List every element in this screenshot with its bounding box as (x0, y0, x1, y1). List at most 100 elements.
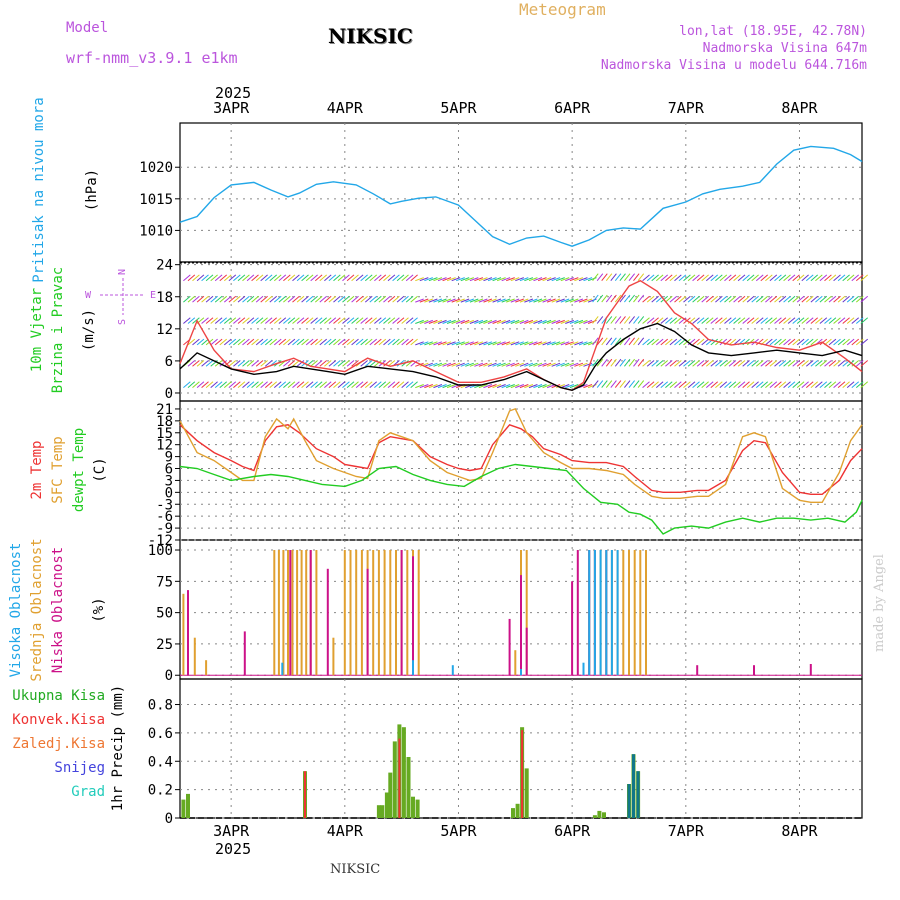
wind-arrow (292, 295, 300, 303)
wind-arrow (578, 341, 588, 346)
wind-arrow (605, 337, 613, 346)
wind-arrow (483, 277, 493, 282)
wind-arrow (401, 295, 409, 303)
wind-arrow (328, 360, 337, 367)
wind-arrow (719, 360, 728, 367)
cloud-bar-mid (628, 550, 630, 676)
wind-arrow (565, 319, 574, 324)
wind-arrow (774, 360, 782, 367)
wind-arrow (510, 319, 520, 324)
wind-arrow (815, 381, 823, 388)
wind-arrow (778, 338, 787, 346)
wind-arrow (660, 360, 669, 367)
wind-arrow (442, 384, 452, 389)
wind-arrow (805, 295, 814, 303)
wind-arrow (624, 380, 631, 388)
wind-arrow (596, 273, 604, 282)
wind-arrow (796, 338, 805, 346)
wind-arrow (592, 337, 599, 346)
cloud-bar-mid (300, 550, 303, 676)
wind-arrow (396, 317, 405, 324)
wind-arrow (278, 295, 287, 303)
cloud-bar-mid (372, 550, 375, 676)
wind-arrow (223, 295, 232, 303)
wind-arrow (456, 319, 465, 324)
wind-arrow (305, 317, 314, 324)
wind-arrow (524, 277, 534, 282)
wind-arrow (328, 381, 337, 388)
wind-arrow (424, 319, 433, 324)
wind-arrow (460, 341, 470, 346)
wind-arrow (755, 360, 764, 367)
wind-arrow (487, 341, 497, 346)
wind-arrow (760, 274, 769, 282)
wind-arrow (223, 317, 232, 324)
wind-arrow (792, 317, 800, 324)
compass-west: W (85, 290, 92, 301)
wind-arrow (419, 362, 429, 367)
wind-arrow (510, 341, 520, 346)
wind-arrow (860, 360, 869, 367)
wind-arrow (655, 381, 664, 388)
wind-arrow (428, 298, 438, 303)
cloud-bar-mid (343, 550, 346, 676)
x-tick-label-bottom: 7APR (668, 822, 705, 840)
precip-bar-convective (521, 730, 524, 818)
wind-arrow (342, 360, 350, 367)
wind-arrow (637, 273, 645, 282)
y-tick-label: 0 (165, 811, 173, 827)
wind-arrow (751, 274, 759, 282)
wind-arrow (415, 384, 424, 389)
wind-arrow (815, 295, 823, 303)
wind-arrow (596, 294, 604, 303)
wind-arrow (246, 360, 255, 367)
wind-arrow (855, 274, 864, 282)
wind-arrow (228, 295, 237, 303)
wind-arrow (837, 295, 846, 303)
wind-arrow (633, 273, 640, 282)
y-tick-label: 15 (156, 426, 173, 442)
wind-arrow (765, 338, 773, 346)
cloud-bar-low (187, 590, 189, 676)
wind-arrow (633, 337, 640, 346)
wind-arrow (692, 381, 700, 388)
wind-arrow (210, 274, 218, 282)
wind-arrow (837, 274, 846, 282)
wind-arrow (496, 362, 506, 367)
wind-arrow (260, 381, 268, 388)
wind-arrow (205, 317, 214, 324)
y-label-high-cloud: Visoka Oblacnost (8, 543, 24, 678)
wind-arrow (364, 295, 373, 303)
wind-arrow (737, 295, 746, 303)
wind-arrow (801, 360, 809, 367)
wind-arrow (515, 298, 524, 303)
wind-arrow (310, 381, 318, 388)
wind-arrow (842, 317, 850, 324)
wind-arrow (460, 319, 470, 324)
wind-arrow (551, 341, 561, 346)
wind-arrow (637, 316, 645, 324)
wind-arrow (478, 298, 488, 303)
x-tick-label-top: 4APR (327, 99, 364, 117)
wind-arrow (610, 294, 617, 303)
wind-arrow (296, 295, 305, 303)
wind-arrow (851, 338, 860, 346)
wind-arrow (651, 338, 659, 346)
precip-bar-total (388, 772, 393, 818)
wind-arrow (569, 384, 579, 389)
wind-arrow (424, 298, 433, 303)
wind-arrow (819, 360, 828, 367)
cloud-bar-mid (395, 550, 397, 676)
wind-arrow (383, 338, 391, 346)
cloud-bar-mid (525, 550, 528, 676)
wind-arrow (246, 295, 255, 303)
wind-mean-line (179, 322, 863, 392)
wind-arrow (424, 341, 433, 346)
wind-arrow (805, 360, 814, 367)
wind-arrow (328, 295, 337, 303)
wind-arrow (214, 274, 223, 282)
y-tick-label: 6 (165, 462, 173, 478)
cloud-bar-mid (622, 550, 625, 676)
wind-arrow (292, 381, 300, 388)
wind-arrow (428, 384, 438, 389)
